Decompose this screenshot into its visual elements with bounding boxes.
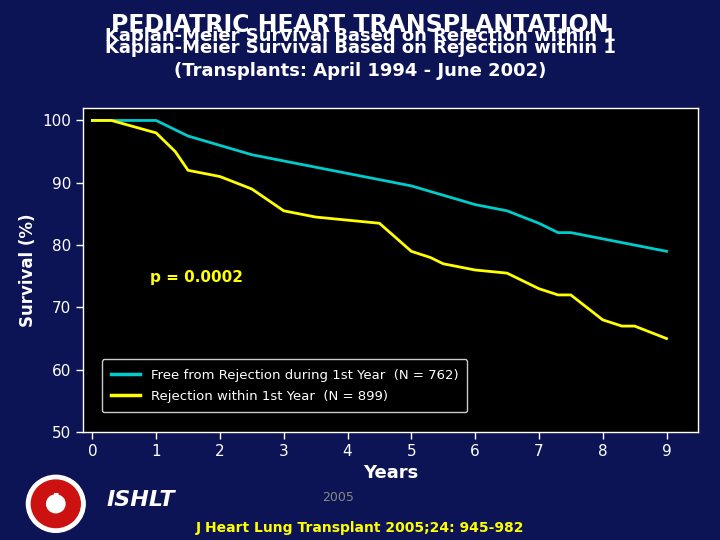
X-axis label: Years: Years: [363, 464, 418, 482]
Text: Kaplan-Meier Survival Based on Rejection within 1st Year: Kaplan-Meier Survival Based on Rejection…: [70, 39, 650, 57]
Text: p = 0.0002: p = 0.0002: [150, 271, 243, 286]
Circle shape: [27, 475, 85, 532]
Text: Kaplan-Meier Survival Based on Rejection within 1st Year: Kaplan-Meier Survival Based on Rejection…: [70, 26, 650, 45]
Text: PEDIATRIC HEART TRANSPLANTATION: PEDIATRIC HEART TRANSPLANTATION: [112, 14, 608, 37]
Y-axis label: Survival (%): Survival (%): [19, 213, 37, 327]
Text: (Transplants: April 1994 - June 2002): (Transplants: April 1994 - June 2002): [174, 62, 546, 80]
Circle shape: [32, 480, 81, 528]
Text: Kaplan-Meier Survival Based on Rejection within 1: Kaplan-Meier Survival Based on Rejection…: [104, 39, 616, 57]
Circle shape: [47, 495, 65, 513]
Text: J Heart Lung Transplant 2005;24: 945-982: J Heart Lung Transplant 2005;24: 945-982: [196, 521, 524, 535]
Legend: Free from Rejection during 1st Year  (N = 762), Rejection within 1st Year  (N = : Free from Rejection during 1st Year (N =…: [102, 359, 467, 413]
Text: 2005: 2005: [323, 491, 354, 504]
Text: ISHLT: ISHLT: [107, 489, 175, 510]
Text: ✚: ✚: [47, 492, 65, 512]
Text: Kaplan-Meier Survival Based on Rejection within 1: Kaplan-Meier Survival Based on Rejection…: [104, 26, 616, 45]
